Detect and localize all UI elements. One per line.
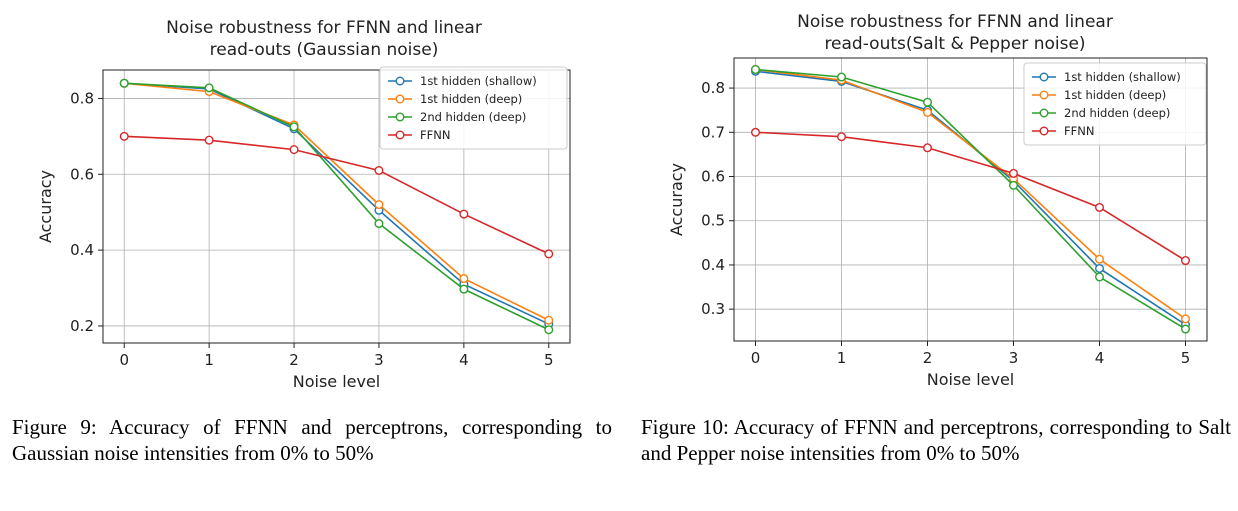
fig9-series-3-point-1 <box>204 135 214 145</box>
fig9-legend-label-0: 1st hidden (shallow) <box>420 74 537 88</box>
fig10-series-2-point-3 <box>1009 180 1019 190</box>
fig9-ytick-label-2: 0.6 <box>70 165 94 183</box>
fig10-series-line-3 <box>755 131 1186 262</box>
fig9-xtick-label-4: 4 <box>459 351 469 369</box>
fig10-legend-swatch-marker-2 <box>1039 108 1049 118</box>
fig9-plot-frame <box>102 69 571 344</box>
fig10-legend-label-0: 1st hidden (shallow) <box>1064 70 1181 84</box>
fig9-series-2-point-2 <box>289 122 299 132</box>
fig10-legend-swatch-marker-3 <box>1039 126 1049 136</box>
fig9-series-2-point-3 <box>374 219 384 229</box>
fig9-legend-swatch-marker-1 <box>395 94 405 104</box>
fig10-series-3-point-3 <box>1009 168 1019 178</box>
fig10-series-1-point-5 <box>1181 314 1191 324</box>
fig9-chart-title-line-1: Noise robustness for FFNN and linear <box>166 18 482 38</box>
fig9-xtick-label-0: 0 <box>119 351 129 369</box>
fig10-series-2-point-4 <box>1095 272 1105 282</box>
fig10-xtick-label-1: 1 <box>837 349 847 367</box>
fig9-series-2-point-0 <box>119 78 129 88</box>
fig9-series-line-2 <box>124 82 550 331</box>
fig10-legend-label-1: 1st hidden (deep) <box>1064 88 1166 102</box>
fig10-ytick-label-3: 0.6 <box>701 168 725 186</box>
fig10-ytick-label-0: 0.3 <box>701 300 725 318</box>
fig9-series-line-3 <box>124 135 550 255</box>
fig10-xtick-label-3: 3 <box>1009 349 1019 367</box>
fig9-series-1-point-4 <box>459 274 469 284</box>
fig10-xtick-label-0: 0 <box>751 349 761 367</box>
fig9-xtick-label-5: 5 <box>544 351 554 369</box>
fig10-series-line-1 <box>755 68 1186 320</box>
fig10-series-1-point-2 <box>923 107 933 117</box>
fig10-ytick-label-5: 0.8 <box>701 79 725 97</box>
fig9-xtick-label-2: 2 <box>289 351 299 369</box>
figure-9-chart: Noise robustness for FFNN and linearread… <box>36 18 571 391</box>
fig10-legend-swatch-marker-0 <box>1039 72 1049 82</box>
fig9-series-1-point-5 <box>544 315 554 325</box>
fig10-series-1-point-4 <box>1095 254 1105 264</box>
fig9-series-3-point-3 <box>374 165 384 175</box>
fig9-legend-swatch-marker-0 <box>395 76 405 86</box>
fig9-legend-box <box>379 66 568 150</box>
fig9-ytick-label-0: 0.2 <box>70 317 94 335</box>
figure-9-caption: Figure 9: Accuracy of FFNN and perceptro… <box>12 415 612 465</box>
fig9-series-3-point-2 <box>289 145 299 155</box>
fig9-series-line-0 <box>124 82 550 325</box>
fig10-legend-label-3: FFNN <box>1064 124 1094 138</box>
fig10-xtick-label-4: 4 <box>1095 349 1105 367</box>
fig10-chart-title-line-1: Noise robustness for FFNN and linear <box>797 12 1113 32</box>
fig9-legend-label-1: 1st hidden (deep) <box>420 92 522 106</box>
fig10-legend-box <box>1023 62 1207 146</box>
fig9-legend-label-2: 2nd hidden (deep) <box>420 110 526 124</box>
fig9-x-axis-label: Noise level <box>293 372 381 391</box>
fig9-series-2-point-4 <box>459 284 469 294</box>
fig9-series-3-point-4 <box>459 209 469 219</box>
fig10-ytick-label-1: 0.4 <box>701 256 725 274</box>
fig10-series-0-point-4 <box>1095 263 1105 273</box>
fig9-ytick-label-3: 0.8 <box>70 89 94 107</box>
figure-9: Noise robustness for FFNN and linear read… <box>12 18 612 465</box>
fig10-ytick-label-4: 0.7 <box>701 123 725 141</box>
fig9-series-2-point-5 <box>544 325 554 335</box>
fig10-series-3-point-5 <box>1181 256 1191 266</box>
fig9-series-3-point-0 <box>119 131 129 141</box>
fig10-series-2-point-1 <box>836 72 846 82</box>
fig9-series-1-point-3 <box>374 200 384 210</box>
fig10-ytick-label-2: 0.5 <box>701 212 725 230</box>
fig10-plot-frame <box>733 57 1208 342</box>
figure-10-caption: Figure 10: Accuracy of FFNN and perceptr… <box>641 415 1231 465</box>
figure-10: Noise robustness for FFNN and linear read… <box>619 0 1238 511</box>
fig9-xtick-label-3: 3 <box>374 351 384 369</box>
fig10-legend-swatch-marker-1 <box>1039 90 1049 100</box>
fig9-ytick-label-1: 0.4 <box>70 241 94 259</box>
fig10-series-line-2 <box>755 68 1186 330</box>
fig10-series-2-point-0 <box>750 64 760 74</box>
fig10-chart-title-line-2: read-outs(Salt & Pepper noise) <box>824 34 1085 54</box>
fig9-chart-title-line-2: read-outs (Gaussian noise) <box>210 40 439 60</box>
fig10-series-3-point-1 <box>836 132 846 142</box>
figure-10-chart: Noise robustness for FFNN and linearread… <box>667 12 1208 389</box>
fig10-x-axis-label: Noise level <box>927 370 1015 389</box>
fig9-legend-label-3: FFNN <box>420 128 450 142</box>
fig9-series-line-1 <box>124 82 550 321</box>
fig10-series-3-point-2 <box>923 143 933 153</box>
fig10-series-2-point-2 <box>923 97 933 107</box>
fig9-xtick-label-1: 1 <box>204 351 214 369</box>
fig10-series-3-point-4 <box>1095 202 1105 212</box>
fig10-legend-label-2: 2nd hidden (deep) <box>1064 106 1170 120</box>
fig10-y-axis-label: Accuracy <box>667 163 686 236</box>
fig10-series-3-point-0 <box>750 127 760 137</box>
fig10-xtick-label-2: 2 <box>923 349 933 367</box>
fig9-y-axis-label: Accuracy <box>36 170 55 243</box>
fig9-series-2-point-1 <box>204 83 214 93</box>
fig9-legend-swatch-marker-3 <box>395 130 405 140</box>
fig10-series-2-point-5 <box>1181 324 1191 334</box>
fig10-xtick-label-5: 5 <box>1181 349 1191 367</box>
fig9-series-3-point-5 <box>544 249 554 259</box>
fig9-legend-swatch-marker-2 <box>395 112 405 122</box>
